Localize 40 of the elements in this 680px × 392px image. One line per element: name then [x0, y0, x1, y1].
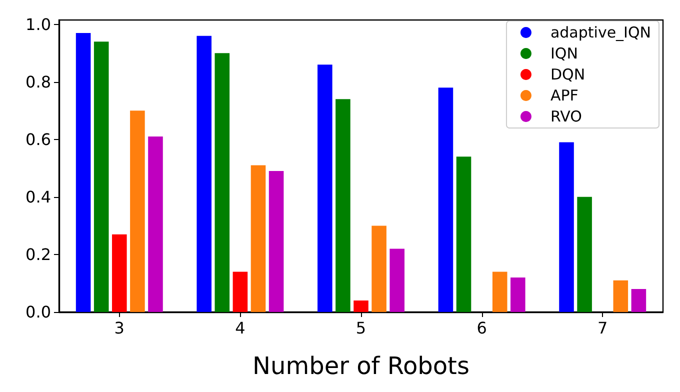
bar: [94, 42, 109, 312]
bar: [613, 280, 628, 312]
bar: [559, 142, 574, 312]
legend-label: DQN: [550, 66, 586, 84]
bar: [76, 32, 91, 312]
y-tick-label: 0.6: [26, 130, 51, 149]
legend-label: adaptive_IQN: [550, 24, 652, 42]
bar: [268, 171, 284, 312]
bar: [354, 300, 368, 312]
bar: [130, 110, 145, 312]
bar: [148, 136, 163, 312]
x-tick-label: 3: [114, 318, 124, 338]
bar: [390, 248, 404, 312]
y-tick-label: 0.2: [26, 244, 51, 264]
bar: [577, 196, 592, 312]
y-tick-label: 0.8: [26, 72, 51, 92]
bar: [232, 272, 248, 312]
legend-label: RVO: [550, 108, 582, 126]
y-tick-label: 1.0: [26, 14, 51, 34]
bar: [196, 36, 212, 312]
bar: [372, 226, 386, 312]
x-tick-label: 4: [235, 318, 246, 338]
bar: [250, 165, 266, 312]
bar: [336, 99, 350, 312]
y-tick-label: 0.4: [26, 187, 51, 206]
x-axis-title: Number of Robots: [252, 352, 470, 380]
bar: [631, 288, 646, 312]
x-tick-label: 5: [356, 318, 366, 338]
bar: [438, 88, 454, 312]
bar: [112, 234, 127, 312]
bar: [492, 272, 508, 312]
bar: [456, 156, 472, 312]
bar: [214, 53, 230, 312]
legend-label: APF: [550, 86, 578, 104]
y-tick-label: 0.0: [26, 302, 51, 322]
bar: [510, 277, 526, 312]
legend-label: IQN: [550, 44, 578, 62]
x-tick-label: 7: [598, 318, 608, 338]
bar: [318, 64, 332, 312]
x-tick-label: 6: [476, 318, 487, 338]
